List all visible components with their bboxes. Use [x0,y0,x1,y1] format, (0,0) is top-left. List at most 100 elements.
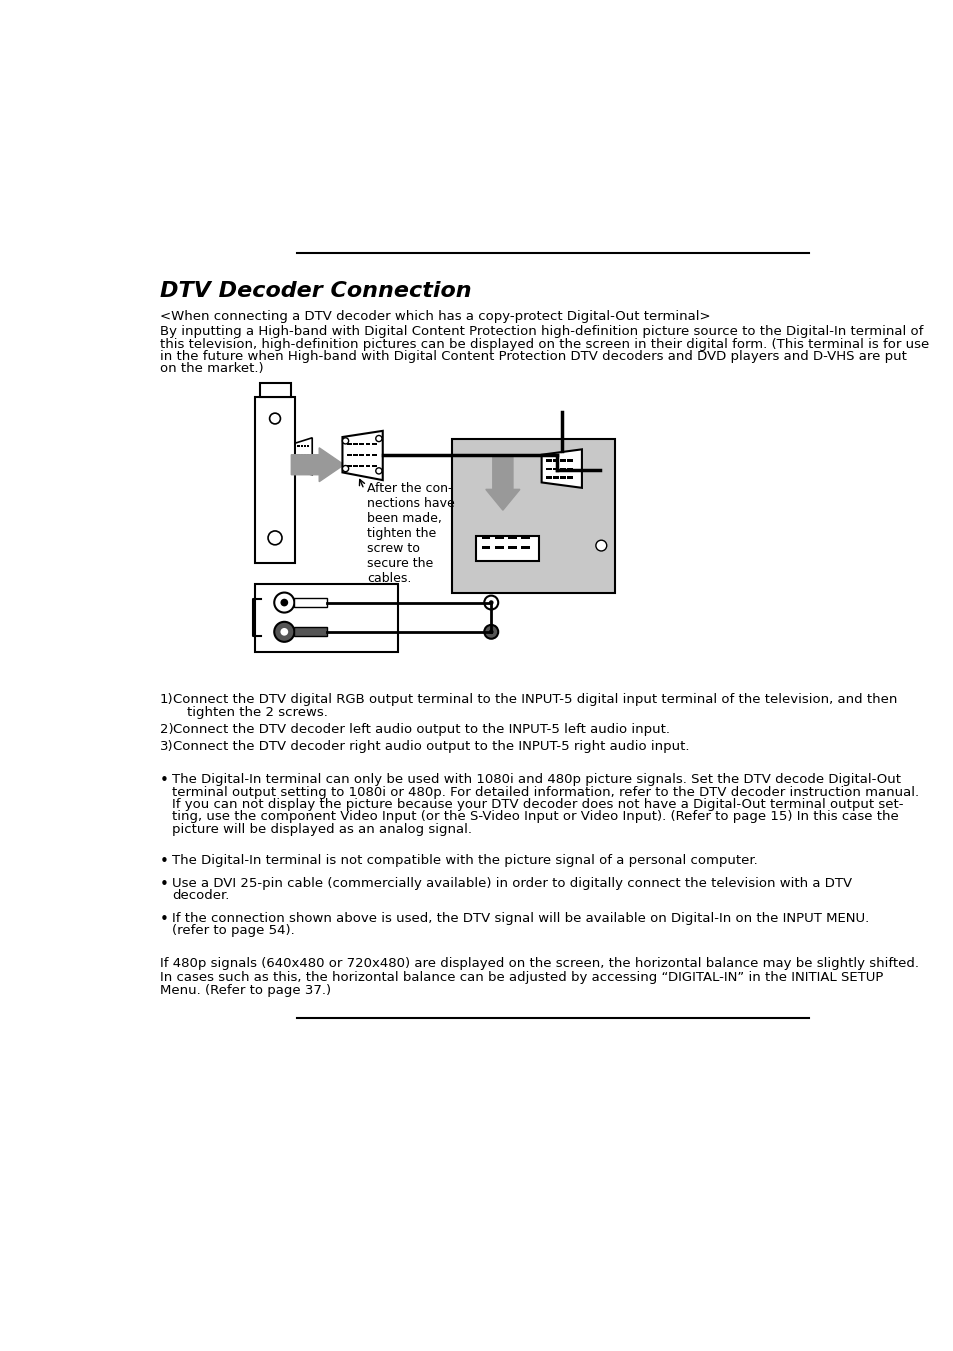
Text: <When connecting a DTV decoder which has a copy-protect Digital-Out terminal>: <When connecting a DTV decoder which has… [159,309,709,323]
Circle shape [488,630,493,634]
Bar [546,459,551,462]
Circle shape [375,467,381,474]
Bar [365,443,370,446]
Text: Use a DVI 25-pin cable (commercially available) in order to digitally connect th: Use a DVI 25-pin cable (commercially ava… [172,877,851,890]
Bar [553,477,558,478]
Circle shape [280,598,288,607]
Bar [307,462,309,463]
Text: Connect the DTV decoder right audio output to the INPUT-5 right audio input.: Connect the DTV decoder right audio outp… [173,739,689,753]
Text: The Digital-In terminal can only be used with 1080i and 480p picture signals. Se: The Digital-In terminal can only be used… [172,774,900,786]
Polygon shape [291,447,344,482]
Text: terminal output setting to 1080i or 480p. For detailed information, refer to the: terminal output setting to 1080i or 480p… [172,786,918,798]
Bar [359,454,364,457]
Text: •: • [159,854,169,869]
Text: tighten the 2 screws.: tighten the 2 screws. [187,705,328,719]
Circle shape [484,596,497,609]
Polygon shape [259,384,291,397]
Bar [353,465,357,467]
Text: 2): 2) [159,723,173,736]
Bar [347,454,352,457]
Polygon shape [541,450,581,488]
Bar [372,465,376,467]
Bar [297,454,299,455]
Text: DTV Decoder Connection: DTV Decoder Connection [159,281,471,301]
Bar [353,443,357,446]
Polygon shape [485,455,519,511]
Bar [297,446,299,447]
Polygon shape [294,627,327,636]
Bar [567,467,572,470]
Bar [495,546,503,550]
Circle shape [342,438,348,444]
Bar [372,443,376,446]
Circle shape [280,628,288,636]
Bar [307,446,309,447]
Bar [303,454,306,455]
Bar [303,462,306,463]
Bar [452,439,615,593]
Text: •: • [159,774,169,789]
Text: ting, use the component Video Input (or the S-Video Input or Video Input). (Refe: ting, use the component Video Input (or … [172,811,898,824]
Bar [347,443,352,446]
Bar [567,477,572,478]
Circle shape [342,466,348,471]
Bar [365,465,370,467]
Text: The Digital-In terminal is not compatible with the picture signal of a personal : The Digital-In terminal is not compatibl… [172,854,757,866]
Text: By inputting a High-band with Digital Content Protection high-definition picture: By inputting a High-band with Digital Co… [159,326,922,338]
Bar [307,454,309,455]
Circle shape [488,600,493,605]
Text: If you can not display the picture because your DTV decoder does not have a Digi: If you can not display the picture becau… [172,798,902,811]
Bar [365,454,370,457]
Bar [300,454,303,455]
Bar [521,546,530,550]
Bar [559,477,565,478]
Text: this television, high-definition pictures can be displayed on the screen in thei: this television, high-definition picture… [159,338,928,351]
Text: 1): 1) [159,693,173,707]
Text: picture will be displayed as an analog signal.: picture will be displayed as an analog s… [172,823,472,836]
Text: Connect the DTV digital RGB output terminal to the INPUT-5 digital input termina: Connect the DTV digital RGB output termi… [173,693,897,707]
Bar [546,467,551,470]
Text: decoder.: decoder. [172,889,229,902]
Bar [303,446,306,447]
Bar [521,536,530,539]
Polygon shape [294,438,312,474]
Bar [546,477,551,478]
Bar [347,465,352,467]
Text: on the market.): on the market.) [159,362,263,376]
Polygon shape [294,598,327,607]
Circle shape [375,435,381,442]
Circle shape [274,621,294,642]
Bar [353,454,357,457]
Bar [372,454,376,457]
Circle shape [274,593,294,612]
Bar [476,535,538,561]
Text: If 480p signals (640x480 or 720x480) are displayed on the screen, the horizontal: If 480p signals (640x480 or 720x480) are… [159,957,918,970]
Bar [495,536,503,539]
Bar [553,459,558,462]
Circle shape [596,540,606,551]
Bar [297,462,299,463]
Text: After the con-
nections have
been made,
tighten the
screw to
secure the
cables.: After the con- nections have been made, … [367,482,455,585]
Bar [567,459,572,462]
Text: •: • [159,912,169,927]
Text: Connect the DTV decoder left audio output to the INPUT-5 left audio input.: Connect the DTV decoder left audio outpu… [173,723,670,736]
Polygon shape [254,397,294,562]
Text: In cases such as this, the horizontal balance can be adjusted by accessing “DIGI: In cases such as this, the horizontal ba… [159,970,882,984]
Polygon shape [342,431,382,480]
Text: •: • [159,877,169,892]
Text: If the connection shown above is used, the DTV signal will be available on Digit: If the connection shown above is used, t… [172,912,868,925]
Bar [559,467,565,470]
Bar [553,467,558,470]
Bar [300,462,303,463]
Text: in the future when High-band with Digital Content Protection DTV decoders and DV: in the future when High-band with Digita… [159,350,905,363]
Text: (refer to page 54).: (refer to page 54). [172,924,294,938]
Bar [359,443,364,446]
Text: 3): 3) [159,739,173,753]
Bar [481,546,490,550]
Circle shape [484,626,497,639]
Bar [359,465,364,467]
Bar [254,584,397,651]
Bar [481,536,490,539]
Bar [559,459,565,462]
Bar [508,536,517,539]
